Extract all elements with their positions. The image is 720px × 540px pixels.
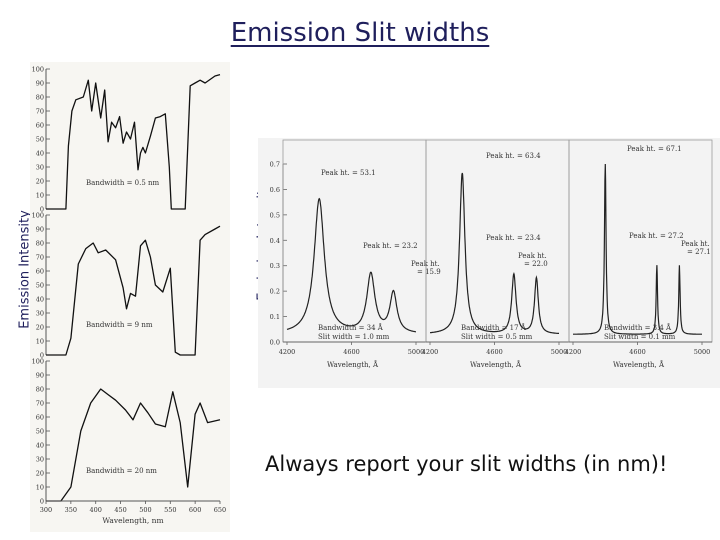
slit-width-spectra-figure: 0.7 0.6 0.5 0.4 0.3 0.2 0.1 0.0 Peak ht. = 53.1 P… [258, 138, 720, 388]
right-panel-2-peak2-label: Peak ht. = 23.4 [486, 234, 541, 242]
panel-2-y-tick-label: 70 [36, 254, 44, 262]
right-panel-3-peak3-label-a: Peak ht. [681, 240, 710, 248]
right-panel-1-bandwidth-label: Bandwidth = 34 Å [318, 323, 384, 332]
panel-2-y-tick-label: 0 [40, 352, 44, 360]
right-y-tick-label: 0.1 [270, 313, 280, 321]
right-panel-2-x-tick-label: 5000 [551, 348, 568, 356]
right-panel-1-x-tick-label: 5000 [408, 348, 425, 356]
panel-3-y-tick-label: 50 [36, 428, 44, 436]
panel-1-spectrum-line [46, 73, 221, 210]
panel-3-y-tick-label: 100 [32, 358, 44, 366]
right-panel-3-spectrum-line [573, 163, 702, 335]
panel-1-y-tick-label: 50 [36, 136, 44, 144]
right-y-tick-label: 0.4 [270, 237, 280, 245]
right-panel-3-bandwidth-label: Bandwidth = 3.4 Å [604, 323, 672, 332]
panel-3-y-tick-label: 80 [36, 386, 44, 394]
panel-2-y-tick-label: 10 [36, 338, 44, 346]
panel-1-y-tick-label: 30 [36, 164, 44, 172]
panel-2-y-tick-label: 20 [36, 324, 44, 332]
right-panel-3-peak1-label: Peak ht. = 67.1 [627, 145, 682, 153]
right-panel-1-x-axis-label: Wavelength, Å [327, 360, 379, 369]
right-panel-2-x-tick-label: 4600 [486, 348, 503, 356]
panel-2-y-tick-label: 30 [36, 310, 44, 318]
left-x-tick-label: 400 [90, 506, 102, 514]
right-panel-2-bandwidth-label: Bandwidth = 17 Å [461, 323, 527, 332]
panel-3-y-tick-label: 70 [36, 400, 44, 408]
panel-1-y-tick-label: 10 [36, 192, 44, 200]
panel-2-y-tick-label: 90 [36, 226, 44, 234]
right-panel-2-x-axis-label: Wavelength, Å [470, 360, 522, 369]
right-panel-2-slit-width-label: Slit width = 0.5 mm [461, 333, 533, 341]
right-y-tick-label: 0.7 [270, 161, 280, 169]
panel-3-y-tick-label: 0 [40, 498, 44, 506]
right-panel-3-slit-width-label: Slit width = 0.1 mm [604, 333, 676, 341]
panel-2-spectrum-line [46, 225, 221, 356]
right-panel-3-peak3-label-b: = 27.1 [687, 248, 711, 256]
panel-2-y-tick-label: 100 [32, 212, 44, 220]
panel-1-y-tick-label: 80 [36, 94, 44, 102]
panel-1-y-tick-label: 90 [36, 80, 44, 88]
panel-2-y-tick-label: 50 [36, 282, 44, 290]
right-panel-3-peak2-label: Peak ht. = 27.2 [629, 232, 684, 240]
panel-1-y-tick-label: 40 [36, 150, 44, 158]
panel-2-y-tick-label: 60 [36, 268, 44, 276]
right-panel-2-peak3-label-b: = 22.0 [524, 260, 548, 268]
right-panel-3-x-axis-label: Wavelength, Å [613, 360, 665, 369]
right-y-tick-label: 0.0 [270, 339, 280, 347]
right-panel-1-x-tick-label: 4600 [343, 348, 360, 356]
right-panel-2-spectrum-line [430, 172, 559, 334]
panel-1-y-tick-label: 60 [36, 122, 44, 130]
right-figure-background [258, 138, 720, 388]
right-panel-1-slit-width-label: Slit width = 1.0 mm [318, 333, 390, 341]
panel-3-y-tick-label: 30 [36, 456, 44, 464]
panel-3-y-tick-label: 10 [36, 484, 44, 492]
left-x-tick-label: 500 [139, 506, 151, 514]
panel-3-y-tick-label: 20 [36, 470, 44, 478]
panel-2-y-tick-label: 40 [36, 296, 44, 304]
right-y-tick-label: 0.2 [270, 288, 280, 296]
slide-title: Emission Slit widths [230, 18, 490, 48]
panel-3-y-tick-label: 60 [36, 414, 44, 422]
left-x-tick-label: 450 [114, 506, 126, 514]
slit-width-note: Always report your slit widths (in nm)! [265, 452, 668, 476]
right-panel-3-x-tick-label: 4200 [565, 348, 582, 356]
panel-1-y-tick-label: 0 [40, 206, 44, 214]
panel-3-bandwidth-label: Bandwidth = 20 nm [86, 467, 157, 475]
right-panel-1-peak2-label: Peak ht. = 23.2 [363, 242, 418, 250]
right-panel-3-x-tick-label: 5000 [694, 348, 711, 356]
left-x-tick-label: 600 [189, 506, 201, 514]
left-x-tick-label: 650 [214, 506, 226, 514]
right-y-tick-label: 0.5 [270, 211, 280, 219]
right-panel-2-peak1-label: Peak ht. = 63.4 [486, 152, 541, 160]
right-panel-1-x-tick-label: 4200 [279, 348, 296, 356]
left-x-tick-label: 300 [40, 506, 52, 514]
right-panel-3-x-tick-label: 4600 [629, 348, 646, 356]
left-x-tick-label: 350 [65, 506, 77, 514]
panel-3-spectrum-line [46, 388, 221, 502]
right-panel-1-peak1-label: Peak ht. = 53.1 [321, 169, 376, 177]
panel-1-y-tick-label: 20 [36, 178, 44, 186]
right-y-tick-label: 0.6 [270, 186, 280, 194]
panel-2-y-tick-label: 80 [36, 240, 44, 248]
panel-3-y-tick-label: 40 [36, 442, 44, 450]
left-x-axis-label: Wavelength, nm [102, 516, 163, 525]
panel-1-y-tick-label: 100 [32, 66, 44, 74]
panel-3-y-tick-label: 90 [36, 372, 44, 380]
right-panel-1-spectrum-line [286, 197, 416, 333]
right-y-tick-label: 0.3 [270, 262, 280, 270]
panel-2-bandwidth-label: Bandwidth = 9 nm [86, 321, 153, 329]
right-panel-2-x-tick-label: 4200 [422, 348, 439, 356]
left-x-tick-label: 550 [164, 506, 176, 514]
right-panel-2-peak3-label-a: Peak ht. [518, 252, 547, 260]
panel-1-y-tick-label: 70 [36, 108, 44, 116]
right-panel-1-peak3-label-a: Peak ht. [411, 260, 440, 268]
right-panel-1-peak3-label-b: = 15.9 [417, 268, 441, 276]
panel-1-bandwidth-label: Bandwidth = 0.5 nm [86, 179, 160, 187]
